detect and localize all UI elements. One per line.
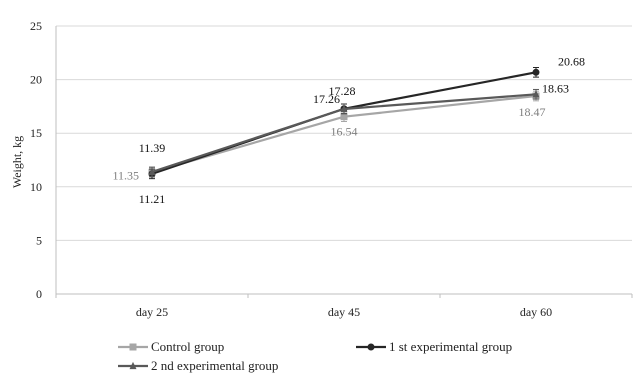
y-tick-labels: 0 5 10 15 20 25 — [30, 19, 42, 301]
data-label: 11.35 — [112, 168, 139, 182]
x-tick-label: day 60 — [520, 305, 552, 319]
legend-item: 2 nd experimental group — [118, 358, 278, 373]
legend-label: 1 st experimental group — [389, 339, 512, 354]
data-label: 18.63 — [542, 81, 569, 95]
data-label: 11.39 — [139, 141, 166, 155]
legend-marker — [367, 343, 375, 351]
x-tick-label: day 25 — [136, 305, 168, 319]
y-tick-label: 15 — [30, 126, 42, 140]
data-label: 17.28 — [329, 84, 356, 98]
legend-label: Control group — [151, 339, 224, 354]
axes — [55, 26, 633, 298]
data-label: 11.21 — [139, 192, 166, 206]
legend: Control group 1 st experimental group 2 nd… — [118, 339, 512, 373]
series-3 — [148, 88, 540, 178]
legend-item: Control group — [118, 339, 224, 354]
legend-label: 2 nd experimental group — [151, 358, 278, 373]
legend-item: 1 st experimental group — [356, 339, 512, 354]
data-label: 16.54 — [331, 125, 358, 139]
y-tick-label: 10 — [30, 180, 42, 194]
y-tick-label: 0 — [36, 287, 42, 301]
legend-marker — [129, 361, 137, 370]
data-labels: 11.35 16.54 18.47 11.21 17.28 20.68 11.39 17.26… — [112, 54, 585, 206]
data-point — [340, 104, 348, 113]
x-tick-labels: day 25 day 45 day 60 — [136, 305, 552, 319]
data-point — [148, 167, 156, 176]
data-label: 17.26 — [313, 92, 340, 106]
data-label: 18.47 — [519, 105, 546, 119]
y-tick-label: 25 — [30, 19, 42, 33]
data-point — [532, 90, 540, 98]
series-lines — [148, 66, 540, 180]
data-label: 20.68 — [558, 54, 585, 68]
legend-marker — [129, 343, 137, 351]
data-point — [532, 68, 540, 76]
data-point — [340, 113, 348, 121]
y-tick-label: 20 — [30, 73, 42, 87]
y-tick-label: 5 — [36, 233, 42, 247]
gridlines — [56, 25, 632, 241]
y-axis-label: Weight, kg — [10, 136, 24, 188]
x-tick-label: day 45 — [328, 305, 360, 319]
